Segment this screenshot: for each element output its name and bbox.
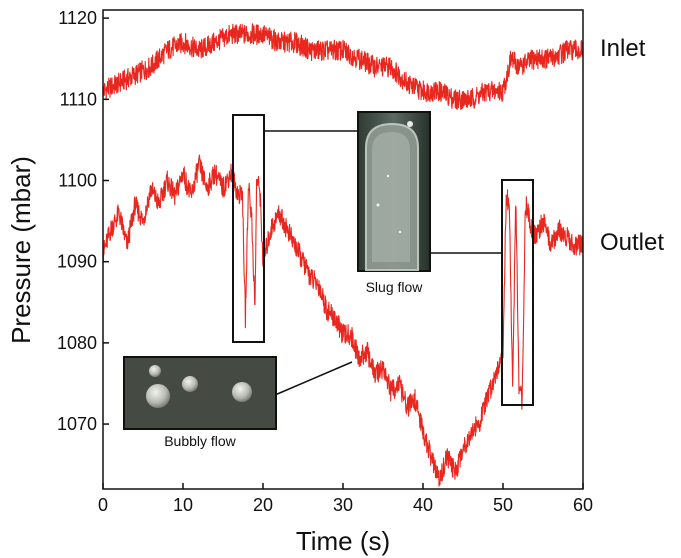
y-tick-label: 1080	[57, 333, 97, 353]
inlet-label: Inlet	[600, 35, 646, 62]
y-tick-label: 1110	[60, 89, 97, 109]
series-line-inlet	[102, 23, 584, 110]
bubbly-flow-caption: Bubbly flow	[164, 433, 236, 449]
y-tick-label: 1120	[58, 8, 97, 28]
x-tick-label: 60	[573, 495, 593, 515]
y-tick-label: 1100	[58, 170, 97, 190]
bubbly-connector	[274, 361, 353, 396]
x-tick-label: 0	[98, 495, 108, 515]
y-tick-label: 1070	[57, 414, 97, 434]
x-tick-label: 40	[413, 495, 433, 515]
x-tick-label: 20	[253, 495, 273, 515]
slug-region-box-2	[501, 179, 534, 406]
x-tick-label: 10	[173, 495, 193, 515]
x-tick-label: 30	[333, 495, 353, 515]
slug-flow-photo	[357, 111, 431, 272]
outlet-label: Outlet	[600, 229, 664, 256]
y-tick-label: 1090	[57, 252, 97, 272]
bubbly-flow-photo	[123, 356, 277, 430]
y-axis-label: Pressure (mbar)	[6, 156, 36, 344]
slug-region-box-1	[232, 114, 265, 343]
tick-layer: 0 10 20 30 40 50 60 1070 1080 1090 1100 1110 1120	[57, 8, 593, 515]
x-axis-label: Time (s)	[296, 526, 390, 556]
x-tick-label: 50	[493, 495, 513, 515]
slug-flow-caption: Slug flow	[366, 279, 424, 295]
